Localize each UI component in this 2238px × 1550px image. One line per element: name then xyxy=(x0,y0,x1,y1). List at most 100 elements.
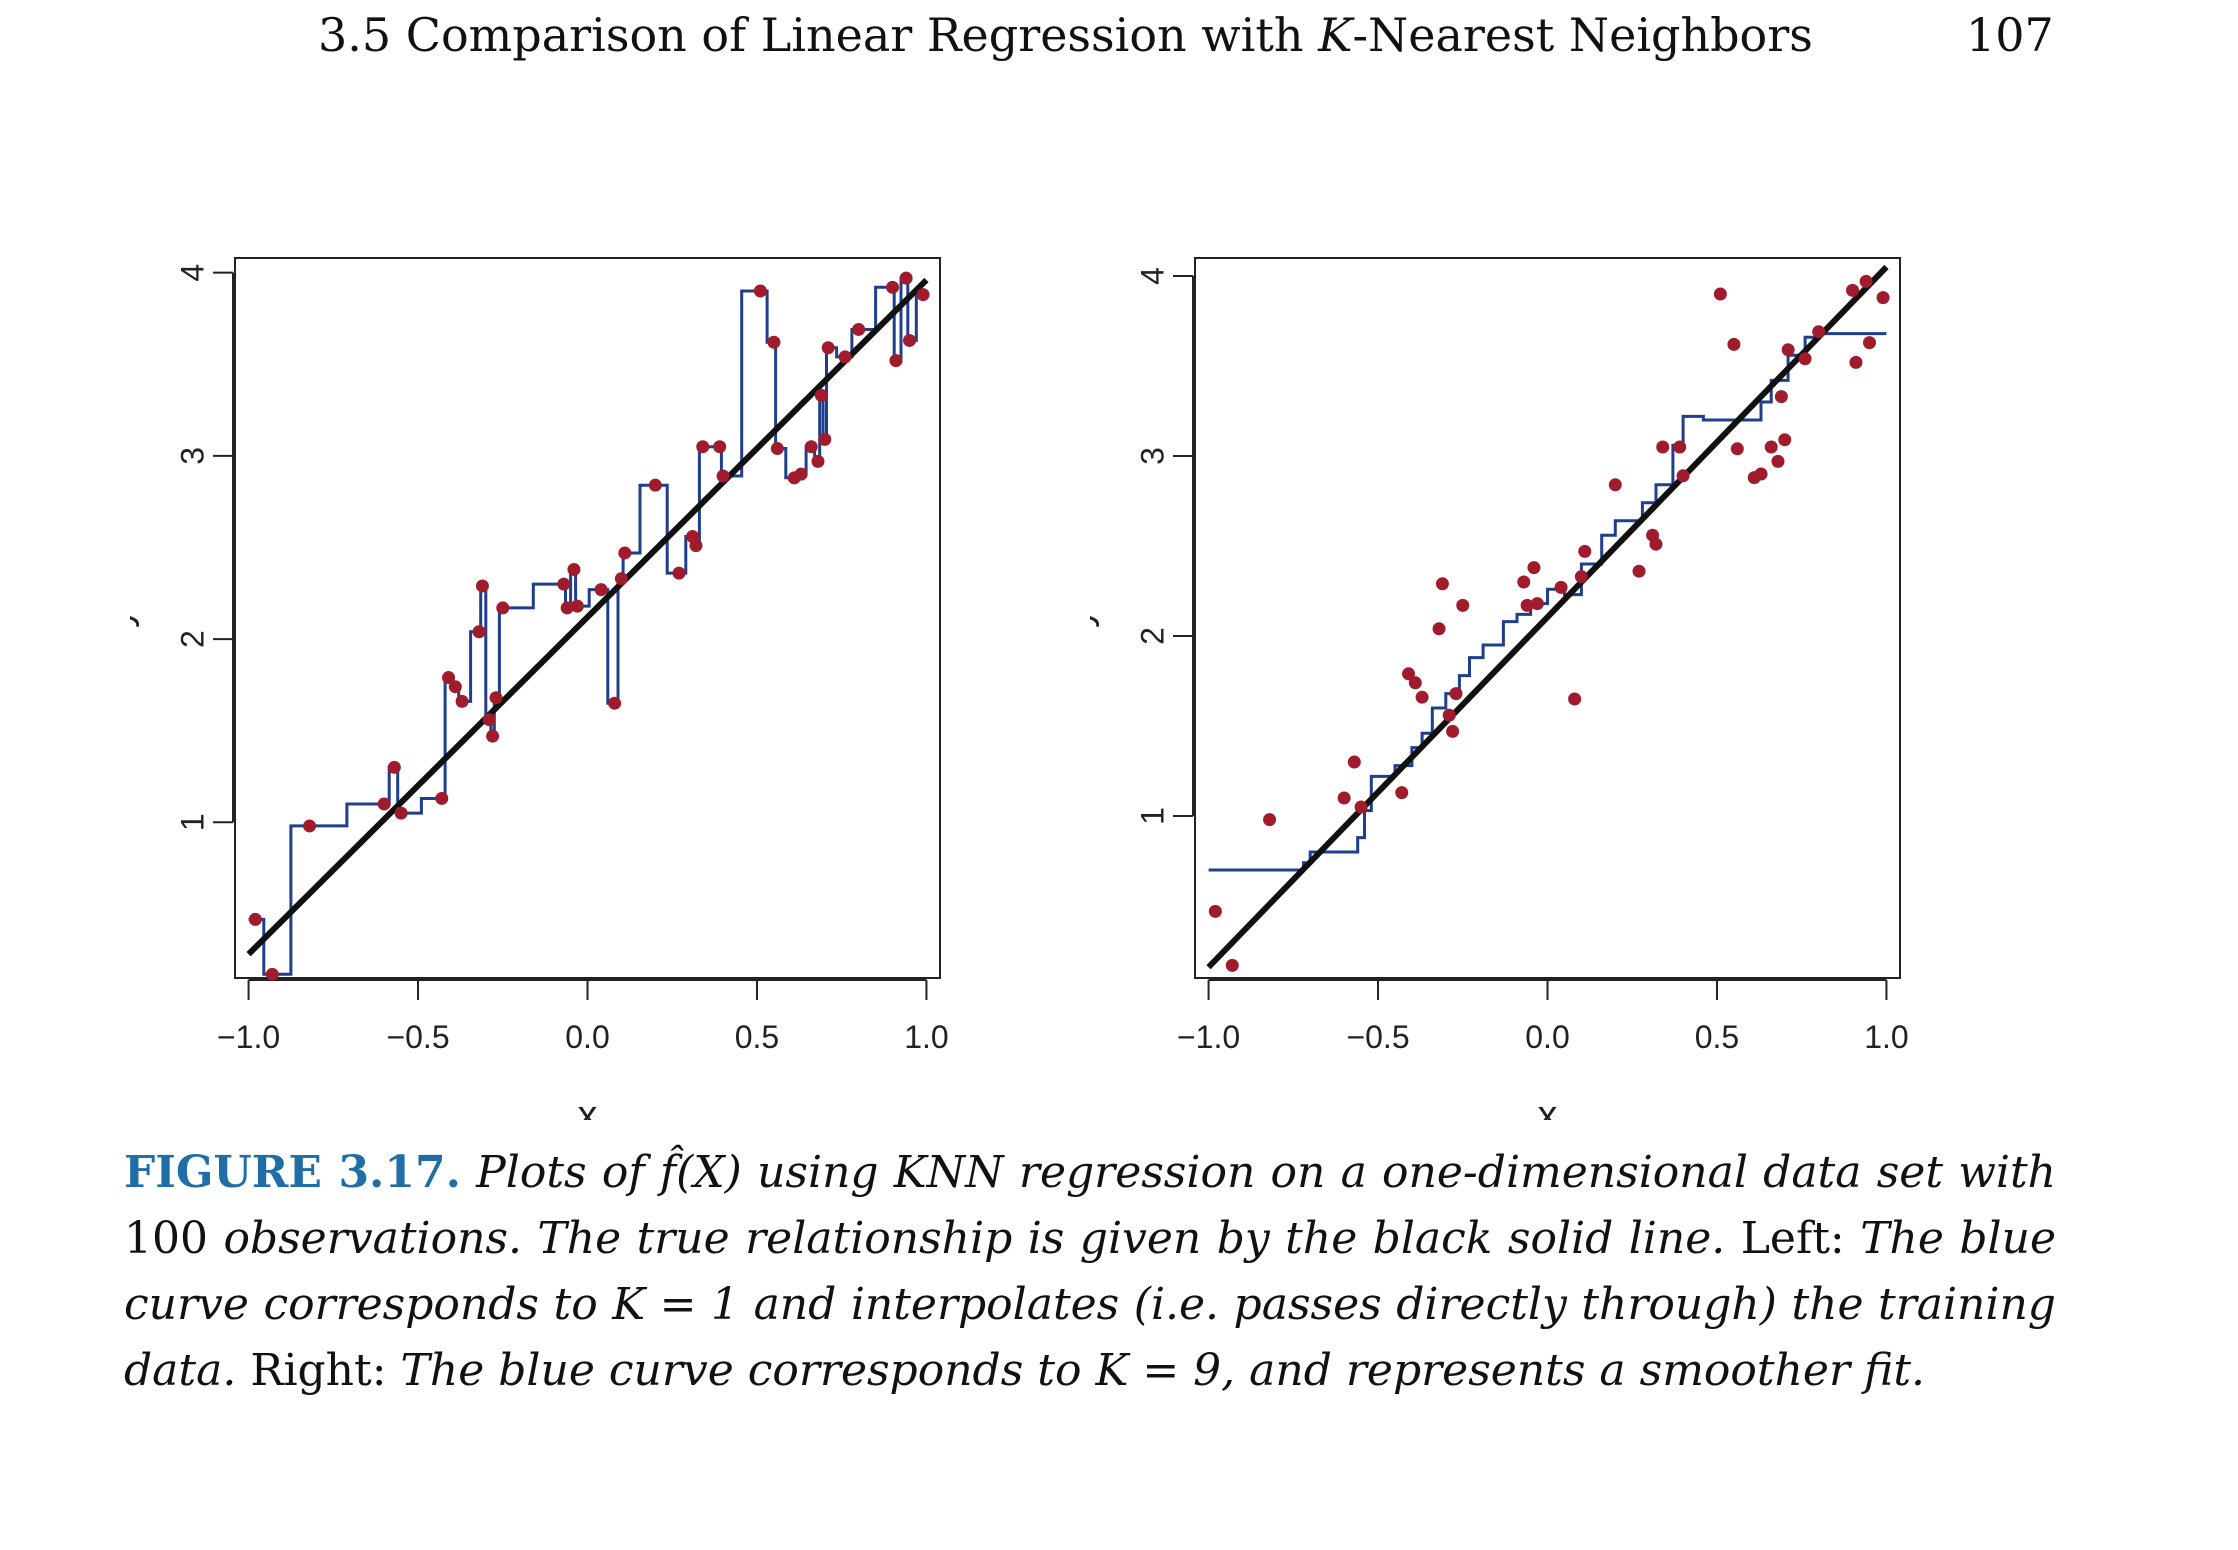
right-data-point xyxy=(1263,813,1277,827)
right-data-point xyxy=(1849,355,1863,369)
figure-caption: FIGURE 3.17. Plots of f̂(X) using KNN re… xyxy=(124,1140,2056,1404)
right-data-point xyxy=(1574,570,1588,584)
left-data-point xyxy=(716,469,730,483)
right-data-point xyxy=(1781,343,1795,357)
left-data-point xyxy=(804,440,818,454)
right-data-point xyxy=(1408,676,1422,690)
left-data-point xyxy=(560,601,574,615)
left-xtick-label: 1.0 xyxy=(904,1019,948,1055)
right-data-point xyxy=(1415,690,1429,704)
caption-s5: and interpolates (i.e. passes directly t… xyxy=(124,1279,2056,1396)
left-data-point xyxy=(435,791,449,805)
caption-right-word: Right: xyxy=(250,1345,387,1396)
chart-left-k1: −1.0 −0.5 0.0 0.5 1.0 1 2 3 4 x y xyxy=(130,220,1180,1120)
left-data-point xyxy=(821,341,835,355)
left-data-point xyxy=(472,625,486,639)
left-data-point xyxy=(489,691,503,705)
running-title-k: K xyxy=(1318,8,1353,62)
right-data-point xyxy=(1517,575,1531,589)
right-xtick-label: −0.5 xyxy=(1346,1019,1409,1055)
left-data-point xyxy=(886,280,900,294)
right-data-point xyxy=(1754,467,1768,481)
right-data-point xyxy=(1764,440,1778,454)
left-data-point xyxy=(696,440,710,454)
running-title-part1: Comparison of Linear Regression with xyxy=(405,8,1304,62)
right-knn-fit-line xyxy=(1208,332,1887,872)
right-data-point xyxy=(1730,442,1744,456)
left-data-point xyxy=(814,388,828,402)
left-true-line xyxy=(246,277,929,957)
running-head: 3.5 Comparison of Linear Regression with… xyxy=(0,8,2238,78)
left-ytick-label: 2 xyxy=(174,630,210,648)
left-data-point xyxy=(567,562,581,576)
left-data-point xyxy=(794,467,808,481)
left-data-point xyxy=(387,760,401,774)
caption-s6: The blue curve corresponds to xyxy=(400,1345,1082,1396)
right-data-point xyxy=(1456,598,1470,612)
right-data-point xyxy=(1673,440,1687,454)
running-title-part2: -Nearest Neighbors xyxy=(1352,8,1813,62)
right-data-point xyxy=(1778,433,1792,447)
right-data-point xyxy=(1435,577,1449,591)
right-xtick-label: 0.5 xyxy=(1695,1019,1739,1055)
left-ytick-label: 1 xyxy=(174,813,210,831)
left-data-point xyxy=(889,354,903,368)
left-data-point xyxy=(818,432,832,446)
left-data-point xyxy=(455,694,469,708)
left-plot-frame xyxy=(234,257,941,979)
left-xtick-label: 0.0 xyxy=(565,1019,609,1055)
caption-fx: f̂(X) xyxy=(659,1147,742,1198)
right-ytick-label: 2 xyxy=(1134,627,1170,645)
right-data-point xyxy=(1859,274,1873,288)
left-data-point xyxy=(248,912,262,926)
right-data-point xyxy=(1798,352,1812,366)
right-true-line xyxy=(1206,264,1889,970)
running-title: 3.5 Comparison of Linear Regression with… xyxy=(318,8,1813,62)
left-data-point xyxy=(899,271,913,285)
right-data-point xyxy=(1208,904,1222,918)
left-data-point xyxy=(648,478,662,492)
left-data-point xyxy=(608,696,622,710)
caption-s2: using KNN regression on a one-dimensiona… xyxy=(757,1147,2056,1198)
left-data-point xyxy=(570,599,584,613)
left-data-point xyxy=(303,819,317,833)
left-data-point xyxy=(265,967,279,981)
left-xtick-label: 0.5 xyxy=(735,1019,779,1055)
left-data-point xyxy=(496,601,510,615)
chart-right-k9: −1.0 −0.5 0.0 0.5 1.0 1 2 3 4 x y xyxy=(1090,220,2140,1120)
left-data-point xyxy=(689,539,703,553)
caption-s7: and represents a smoother fit. xyxy=(1249,1345,1926,1396)
caption-n: 100 xyxy=(124,1213,208,1264)
left-xlabel: x xyxy=(578,1093,598,1120)
right-data-point xyxy=(1862,336,1876,350)
right-data-point xyxy=(1354,800,1368,814)
left-data-point xyxy=(614,572,628,586)
left-data-point xyxy=(618,546,632,560)
page-number: 107 xyxy=(1966,8,2054,62)
left-data-point xyxy=(672,566,686,580)
caption-s3: observations. The true relationship is g… xyxy=(223,1213,1726,1264)
right-ytick-label: 3 xyxy=(1134,447,1170,465)
left-xtick-label: −0.5 xyxy=(386,1019,449,1055)
right-data-point xyxy=(1771,454,1785,468)
right-data-point xyxy=(1527,561,1541,575)
right-data-point xyxy=(1727,337,1741,351)
right-xtick-label: 1.0 xyxy=(1864,1019,1908,1055)
left-data-point xyxy=(753,284,767,298)
caption-k9: K = 9, xyxy=(1095,1345,1236,1396)
right-data-point xyxy=(1554,580,1568,594)
right-data-point xyxy=(1449,687,1463,701)
caption-s1: Plots of xyxy=(476,1147,645,1198)
caption-left-word: Left: xyxy=(1740,1213,1845,1264)
right-ylabel: y xyxy=(1090,608,1100,628)
left-data-point xyxy=(448,680,462,694)
right-ytick-label: 4 xyxy=(1134,267,1170,285)
chart-left-svg: −1.0 −0.5 0.0 0.5 1.0 1 2 3 4 x y xyxy=(130,257,949,1120)
chart-right-svg: −1.0 −0.5 0.0 0.5 1.0 1 2 3 4 x y xyxy=(1090,257,1909,1120)
left-data-point xyxy=(770,442,784,456)
left-xtick-label: −1.0 xyxy=(217,1019,280,1055)
right-data-point xyxy=(1446,724,1460,738)
right-data-point xyxy=(1656,440,1670,454)
right-data-point xyxy=(1608,478,1622,492)
right-data-point xyxy=(1442,708,1456,722)
